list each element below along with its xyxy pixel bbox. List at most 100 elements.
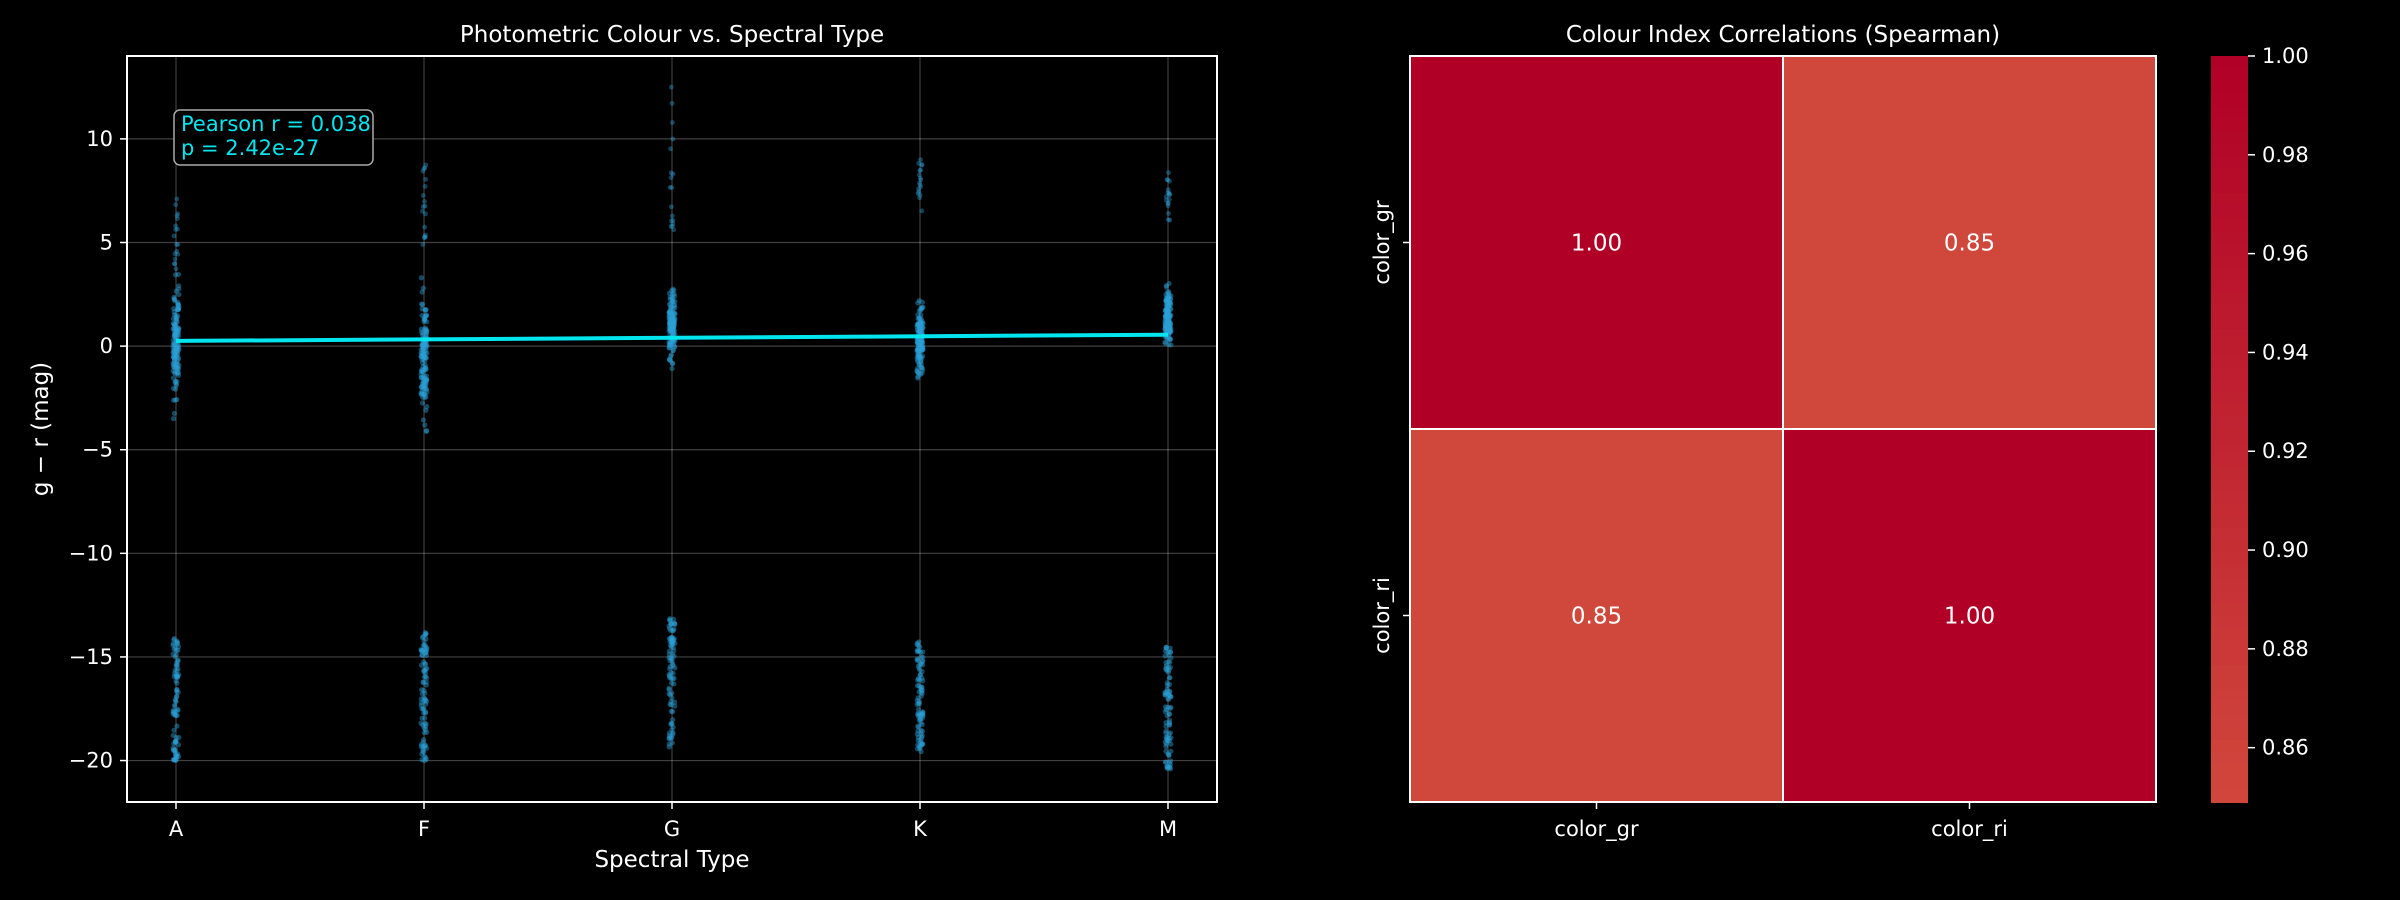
data-point	[670, 320, 676, 326]
data-point	[176, 291, 182, 298]
data-point	[170, 757, 176, 763]
data-point	[422, 753, 428, 760]
data-point	[423, 666, 429, 672]
data-point	[667, 341, 673, 347]
data-point	[1164, 295, 1170, 301]
data-point	[170, 360, 176, 367]
data-point	[672, 310, 678, 316]
data-point	[1162, 692, 1168, 698]
data-point	[175, 364, 181, 371]
data-point	[424, 645, 430, 651]
data-point	[670, 730, 676, 736]
data-point	[669, 360, 675, 366]
data-point	[423, 649, 429, 655]
data-point	[918, 167, 924, 173]
data-point	[174, 351, 181, 357]
data-point	[174, 213, 180, 219]
data-point	[1168, 741, 1174, 747]
data-point	[918, 157, 923, 163]
data-point	[172, 365, 178, 371]
data-point	[917, 319, 923, 325]
data-point	[174, 639, 180, 645]
data-point	[175, 216, 180, 221]
data-point	[1165, 295, 1172, 301]
data-point	[423, 644, 429, 651]
data-point	[1168, 655, 1174, 661]
data-point	[918, 342, 924, 348]
data-point	[915, 695, 921, 701]
data-point	[1164, 319, 1170, 326]
data-point	[172, 386, 179, 392]
data-point	[1165, 289, 1171, 295]
data-point	[671, 227, 677, 233]
data-point	[914, 355, 920, 361]
data-point	[175, 666, 181, 672]
data-point	[420, 743, 426, 750]
data-point	[173, 288, 180, 294]
colorbar-segment	[2211, 640, 2248, 654]
data-point	[420, 647, 426, 653]
data-point	[420, 394, 426, 400]
data-point	[1166, 689, 1173, 695]
colorbar-segment	[2211, 416, 2248, 430]
data-point	[917, 672, 923, 678]
data-point	[1167, 327, 1173, 333]
data-point	[173, 321, 179, 327]
data-point	[914, 337, 920, 343]
data-point	[423, 373, 430, 379]
data-point	[174, 364, 180, 370]
data-point	[172, 272, 179, 278]
data-point	[419, 368, 425, 375]
data-point	[917, 685, 923, 691]
data-point	[174, 712, 180, 718]
scatter-panel: Photometric Colour vs. Spectral Type 10 5…	[28, 22, 1218, 873]
data-point	[669, 322, 675, 329]
data-point	[671, 323, 677, 329]
data-point	[914, 369, 920, 375]
heatmap-cell	[1782, 428, 2157, 803]
colorbar-tick-label: 0.98	[2262, 143, 2309, 167]
data-point	[174, 687, 180, 693]
colorbar-segment	[2211, 404, 2248, 418]
colorbar-segment	[2211, 155, 2248, 169]
data-point	[667, 296, 673, 302]
data-point	[1167, 306, 1173, 312]
data-point	[667, 312, 674, 318]
data-point	[419, 751, 425, 757]
data-point	[174, 334, 180, 340]
data-point	[1165, 704, 1171, 710]
data-point	[915, 351, 921, 357]
data-point	[418, 647, 424, 654]
data-point	[919, 715, 926, 722]
data-point	[174, 674, 180, 680]
data-point	[914, 683, 921, 689]
data-point	[175, 242, 181, 248]
data-point	[668, 644, 675, 650]
data-point	[670, 324, 677, 330]
data-point	[423, 313, 429, 319]
heatmap-cell-label: 1.00	[1571, 231, 1622, 257]
data-point	[669, 299, 675, 305]
fit-line	[175, 332, 1169, 343]
data-point	[1164, 301, 1170, 308]
data-point	[1166, 752, 1172, 758]
data-point	[1164, 308, 1170, 315]
y-tick-label: −10	[69, 541, 113, 565]
data-point	[421, 235, 427, 241]
data-point	[172, 645, 178, 651]
data-point	[1167, 645, 1173, 651]
data-point	[666, 687, 672, 693]
data-point	[174, 360, 180, 366]
data-point	[667, 294, 673, 300]
data-point	[172, 378, 179, 385]
data-point	[671, 675, 677, 682]
data-point	[1167, 312, 1173, 318]
data-point	[917, 354, 923, 360]
data-point	[918, 748, 924, 755]
colorbar-segment	[2211, 727, 2248, 741]
data-point	[920, 345, 926, 351]
data-point	[419, 390, 425, 397]
data-point	[170, 732, 176, 739]
data-point	[1164, 323, 1170, 329]
heatmap-cell	[1782, 55, 2157, 430]
